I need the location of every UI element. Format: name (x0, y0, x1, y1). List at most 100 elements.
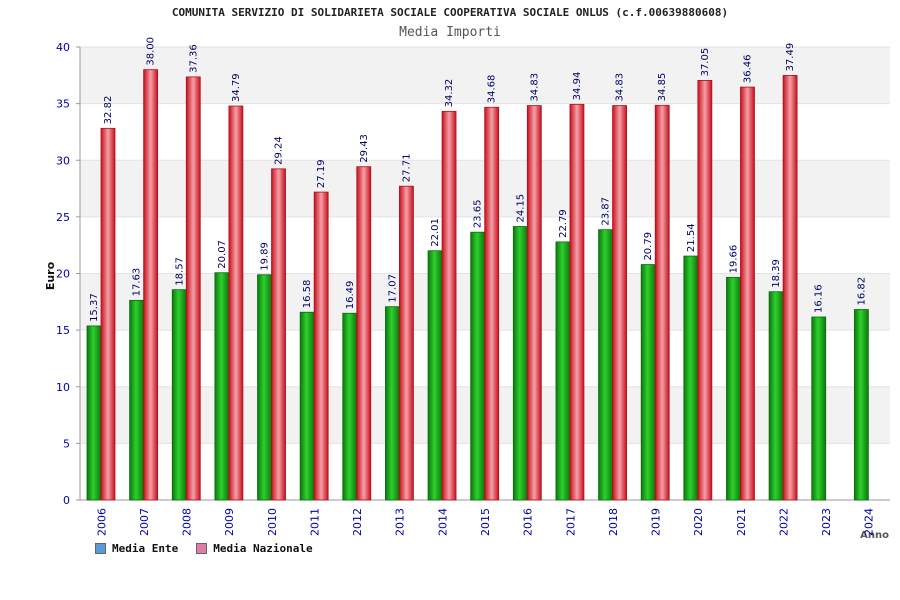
x-tick-label: 2024 (863, 508, 876, 536)
x-tick-label: 2012 (351, 508, 364, 536)
data-label: 17.63 (132, 268, 143, 297)
y-tick-label: 20 (56, 268, 70, 281)
bar-media-nazionale (399, 185, 414, 501)
bar-media-ente (555, 241, 571, 501)
data-label: 37.05 (700, 48, 711, 77)
bar-media-ente (129, 299, 145, 501)
chart-subtitle: Media Importi (399, 25, 501, 40)
bar-media-nazionale (185, 76, 201, 501)
data-label: 15.37 (89, 293, 100, 322)
y-tick-label: 0 (63, 494, 70, 507)
x-tick-label: 2006 (95, 508, 108, 536)
bar-media-nazionale (100, 127, 116, 501)
y-tick-label: 10 (56, 381, 70, 394)
data-label: 24.15 (515, 194, 526, 223)
bar-media-ente (640, 264, 656, 501)
x-tick-label: 2017 (564, 508, 577, 536)
bar-media-ente (683, 255, 699, 501)
data-label: 34.32 (444, 79, 455, 108)
legend-label-ente: Media Ente (112, 542, 179, 555)
x-tick-label: 2007 (138, 508, 151, 536)
y-tick-label: 15 (56, 324, 70, 337)
data-label: 32.82 (103, 96, 114, 125)
data-label: 34.94 (572, 72, 583, 101)
data-label: 29.43 (359, 134, 370, 163)
y-tick-label: 30 (56, 154, 70, 167)
data-label: 38.00 (146, 37, 157, 66)
x-tick-label: 2015 (479, 508, 492, 536)
legend-item-nazionale: Media Nazionale (196, 542, 313, 555)
bar-media-ente (427, 250, 443, 501)
data-label: 36.46 (742, 54, 753, 83)
data-label: 34.85 (657, 73, 668, 102)
data-label: 23.65 (473, 200, 484, 229)
bar-media-nazionale (484, 106, 500, 501)
bar-media-ente (853, 309, 869, 501)
bar-media-nazionale (313, 191, 329, 501)
data-label: 20.07 (217, 240, 228, 269)
x-tick-label: 2019 (650, 508, 663, 536)
x-tick-label: 2009 (223, 508, 236, 536)
data-label: 34.83 (529, 73, 540, 102)
x-tick-label: 2013 (394, 508, 407, 536)
x-tick-label: 2021 (735, 508, 748, 536)
bar-media-nazionale (356, 166, 372, 501)
y-tick-label: 40 (56, 41, 70, 54)
bar-media-ente (257, 274, 272, 501)
bar-media-ente (726, 276, 741, 501)
x-tick-label: 2016 (522, 508, 535, 536)
data-label: 27.71 (401, 154, 412, 183)
data-label: 16.58 (302, 280, 313, 309)
bar-media-nazionale (228, 105, 244, 501)
x-tick-label: 2011 (308, 508, 321, 536)
data-label: 16.49 (345, 281, 356, 310)
bar-media-ente (214, 272, 230, 501)
data-label: 16.16 (814, 284, 825, 313)
bar-media-nazionale (271, 168, 286, 501)
data-label: 19.66 (728, 245, 739, 274)
data-label: 18.57 (174, 257, 185, 286)
y-tick-label: 5 (63, 437, 70, 450)
data-label: 18.39 (771, 259, 782, 288)
x-tick-label: 2014 (436, 508, 449, 536)
bar-media-ente (512, 226, 528, 501)
bar-media-nazionale (782, 75, 798, 501)
x-tick-label: 2022 (777, 508, 790, 536)
bar-media-nazionale (441, 110, 457, 501)
bar-media-nazionale (526, 105, 542, 501)
bar-media-ente (598, 229, 613, 501)
x-tick-label: 2008 (181, 508, 194, 536)
y-tick-label: 35 (56, 98, 70, 111)
data-label: 17.07 (387, 274, 398, 303)
data-label: 34.79 (231, 73, 242, 102)
data-label: 37.49 (785, 43, 796, 72)
x-tick-label: 2023 (820, 508, 833, 536)
data-label: 16.82 (856, 277, 867, 306)
chart-legend: Media Ente Media Nazionale (95, 542, 313, 555)
chart-title: COMUNITA SERVIZIO DI SOLIDARIETA SOCIALE… (171, 6, 729, 19)
data-label: 34.83 (615, 73, 626, 102)
bar-media-nazionale (143, 69, 159, 501)
bar-media-nazionale (740, 86, 755, 501)
data-label: 22.01 (430, 218, 441, 247)
data-label: 29.24 (274, 136, 285, 165)
data-label: 27.19 (316, 159, 327, 188)
data-label: 37.36 (188, 44, 199, 73)
x-tick-label: 2010 (266, 508, 279, 536)
legend-swatch-nazionale (196, 543, 208, 554)
legend-label-nazionale: Media Nazionale (213, 542, 313, 555)
data-label: 20.79 (643, 232, 654, 261)
data-label: 34.68 (487, 75, 498, 104)
bar-media-ente (299, 311, 315, 501)
bar-media-nazionale (569, 103, 585, 501)
grid-band (80, 47, 890, 104)
data-label: 21.54 (686, 223, 697, 252)
data-label: 23.87 (601, 197, 612, 226)
y-axis-label: Euro (44, 261, 57, 290)
x-tick-label: 2020 (692, 508, 705, 536)
legend-swatch-ente (95, 543, 106, 554)
bar-media-ente (811, 316, 827, 501)
bar-media-ente (86, 325, 102, 501)
bar-media-ente (342, 312, 358, 501)
